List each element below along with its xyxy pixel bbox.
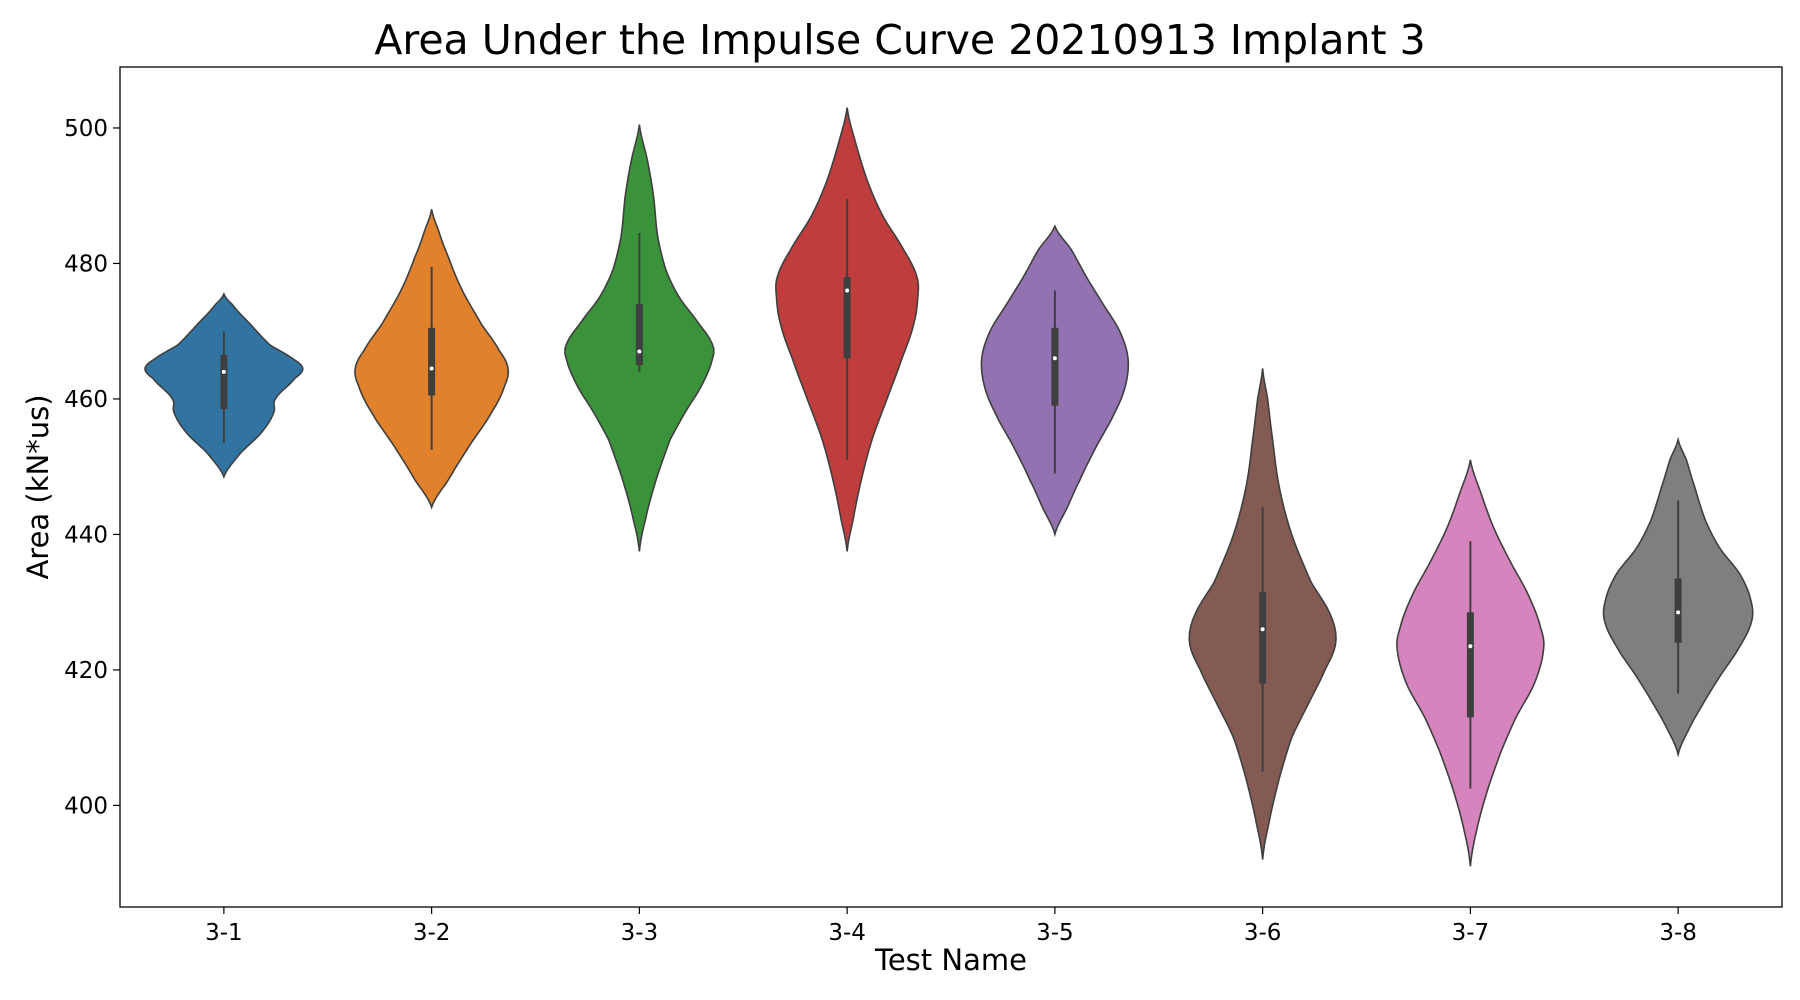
violin-median-dot bbox=[1468, 644, 1473, 649]
violin-3-1 bbox=[144, 292, 304, 479]
x-tick-label: 3-6 bbox=[1244, 920, 1282, 946]
y-axis-label: Area (kN*us) bbox=[21, 394, 55, 579]
violin-3-5 bbox=[980, 224, 1130, 538]
y-axis: 400 420 440 460 480 500 bbox=[64, 116, 120, 819]
violins-layer bbox=[144, 107, 1754, 867]
x-tick-label: 3-5 bbox=[1036, 920, 1074, 946]
y-tick-label: 420 bbox=[64, 658, 108, 684]
y-tick-label: 500 bbox=[64, 116, 108, 142]
violin-median-dot bbox=[221, 369, 226, 374]
violin-iqr-box bbox=[843, 277, 851, 359]
violin-3-2 bbox=[354, 209, 510, 510]
x-axis: 3-1 3-2 3-3 3-4 3-5 3-6 3-7 3-8 bbox=[205, 907, 1697, 946]
violin-3-3 bbox=[564, 124, 715, 552]
violin-median-dot bbox=[1260, 627, 1265, 632]
violin-median-dot bbox=[845, 288, 850, 293]
violin-iqr-box bbox=[428, 327, 436, 396]
x-tick-label: 3-2 bbox=[413, 920, 451, 946]
violin-3-4 bbox=[775, 107, 920, 552]
chart-title: Area Under the Impulse Curve 20210913 Im… bbox=[374, 16, 1426, 64]
violin-median-dot bbox=[429, 366, 434, 371]
violin-iqr-box bbox=[1259, 592, 1267, 684]
violin-3-7 bbox=[1396, 459, 1545, 867]
y-tick-label: 400 bbox=[64, 793, 108, 819]
violin-3-8 bbox=[1602, 436, 1754, 758]
x-tick-label: 3-1 bbox=[205, 920, 243, 946]
violin-iqr-box bbox=[1051, 327, 1059, 406]
violin-iqr-box bbox=[635, 304, 643, 366]
y-tick-label: 460 bbox=[64, 387, 108, 413]
x-tick-label: 3-7 bbox=[1452, 920, 1490, 946]
x-tick-label: 3-8 bbox=[1659, 920, 1697, 946]
violin-iqr-box bbox=[220, 354, 228, 410]
violin-median-dot bbox=[1676, 610, 1681, 615]
violin-median-dot bbox=[637, 349, 642, 354]
x-tick-label: 3-3 bbox=[621, 920, 659, 946]
x-axis-label: Test Name bbox=[874, 943, 1027, 977]
x-tick-label: 3-4 bbox=[828, 920, 866, 946]
violin-median-dot bbox=[1052, 356, 1057, 361]
violin-3-6 bbox=[1188, 368, 1337, 860]
plot-area-frame bbox=[119, 66, 1783, 908]
violin-iqr-box bbox=[1466, 612, 1474, 718]
y-tick-label: 440 bbox=[64, 522, 108, 548]
y-tick-label: 480 bbox=[64, 251, 108, 277]
